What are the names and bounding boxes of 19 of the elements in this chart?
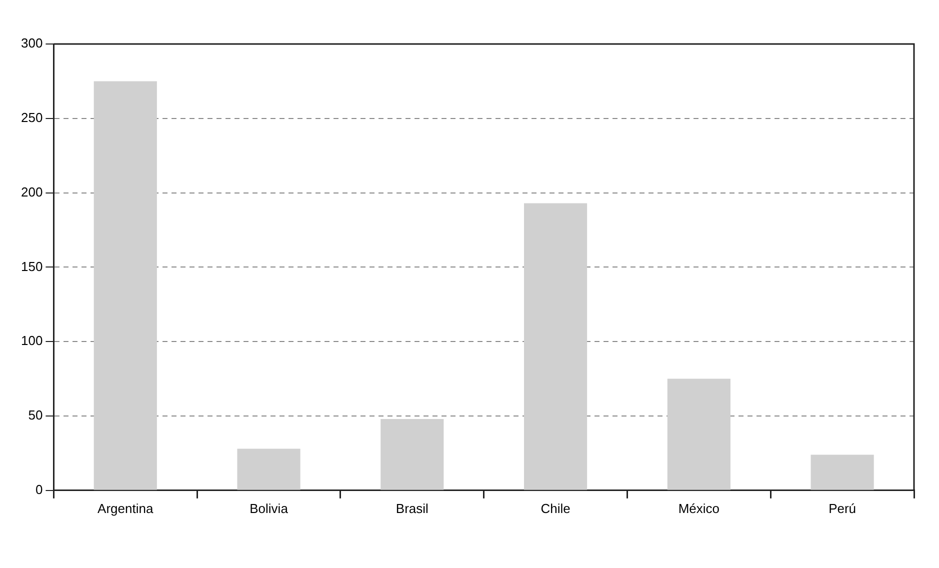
y-tick-label: 100 xyxy=(20,333,43,348)
x-tick-label: Bolivia xyxy=(250,500,289,516)
bar xyxy=(810,454,874,490)
y-tick-label: 200 xyxy=(20,184,43,200)
x-tick-label: Argentina xyxy=(98,500,154,516)
y-tick-label: 150 xyxy=(20,258,43,274)
x-tick-label: Perú xyxy=(828,500,856,516)
bar xyxy=(94,81,157,490)
x-tick-label: Brasil xyxy=(396,500,429,516)
y-tick-label: 50 xyxy=(28,408,43,423)
x-tick-label: México xyxy=(678,500,720,516)
bar xyxy=(380,418,444,490)
y-tick-label: 300 xyxy=(20,36,43,51)
bar xyxy=(667,378,730,490)
y-tick-label: 250 xyxy=(20,110,43,125)
bar xyxy=(524,203,588,490)
x-tick-label: Chile xyxy=(540,500,570,516)
bar xyxy=(237,448,300,490)
y-tick-label: 0 xyxy=(35,482,43,497)
